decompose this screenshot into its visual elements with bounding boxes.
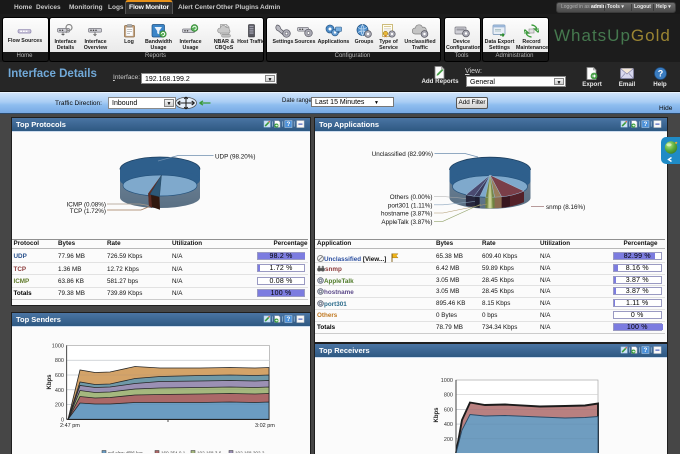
svg-text:400: 400 [55,388,64,394]
svg-text:169.254.0.1: 169.254.0.1 [161,450,186,453]
svg-text:ICMP (0.08%): ICMP (0.08%) [67,202,106,209]
svg-text:?: ? [658,69,664,79]
svg-text:192.168.3.6: 192.168.3.6 [197,450,222,453]
svg-text:1000: 1000 [52,343,64,349]
svg-text:200: 200 [55,403,64,409]
svg-text:snmp (8.16%): snmp (8.16%) [546,204,585,211]
svg-text:Kbps: Kbps [47,374,53,390]
svg-text:600: 600 [444,407,453,413]
svg-text:Others (0.00%): Others (0.00%) [390,194,433,201]
svg-text:?: ? [644,347,648,354]
svg-text:0: 0 [61,417,64,423]
svg-text:?: ? [287,316,291,323]
svg-text:port301 (1.11%): port301 (1.11%) [388,202,433,209]
svg-text:3:02 pm: 3:02 pm [255,423,275,429]
svg-text:200: 200 [444,437,453,443]
svg-text:Unclassified (82.99%): Unclassified (82.99%) [372,151,433,158]
svg-text:Kbps: Kbps [434,407,440,423]
svg-text:?: ? [644,121,648,128]
svg-text:mil-xlsw-df06.bar..: mil-xlsw-df06.bar.. [108,450,145,453]
svg-text:400: 400 [444,422,453,428]
svg-text:?: ? [287,121,291,128]
svg-text:1000: 1000 [441,378,453,384]
svg-text:192.168.202.2: 192.168.202.2 [235,450,265,453]
svg-text:600: 600 [55,373,64,379]
svg-text:hostname (3.87%): hostname (3.87%) [381,211,432,218]
svg-text:UDP (98.20%): UDP (98.20%) [215,154,255,161]
svg-text:800: 800 [55,358,64,364]
svg-text:AppleTalk (3.87%): AppleTalk (3.87%) [381,219,432,226]
svg-text:800: 800 [444,393,453,399]
svg-text:2:47 pm: 2:47 pm [60,423,80,429]
svg-text:TCP (1.72%): TCP (1.72%) [70,208,106,215]
